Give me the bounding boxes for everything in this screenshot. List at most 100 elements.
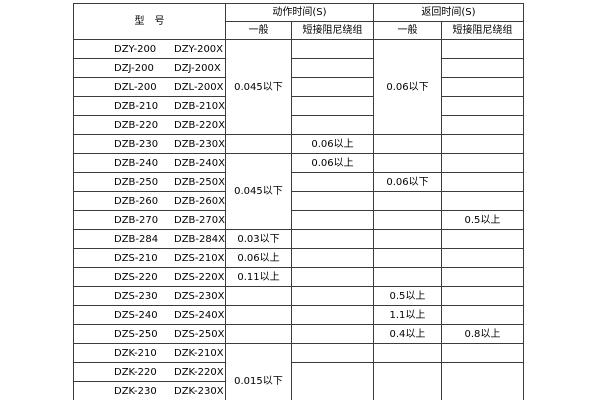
return-general-cell: 0.06以下	[372, 172, 442, 192]
return-damping-cell	[440, 153, 524, 173]
action-general-cell	[224, 134, 292, 154]
model-cell: DZS-230 DZS-230X	[73, 286, 226, 306]
model-cell: DZL-200 DZL-200X	[73, 77, 226, 97]
model-cell: DZJ-200 DZJ-200X	[73, 58, 226, 78]
action-damping-cell	[290, 39, 374, 59]
action-damping-cell	[290, 267, 374, 287]
table-row: DZB-220 DZB-220X	[73, 115, 524, 135]
return-general-cell	[372, 248, 442, 268]
table-row: DZS-240 DZS-240X 1.1以上	[73, 305, 524, 325]
action-damping-cell	[290, 77, 374, 97]
action-damping-cell: 0.06以上	[290, 134, 374, 154]
col-header-return-damping: 短接阻尼绕组	[440, 21, 524, 40]
return-general-cell	[372, 153, 442, 173]
model-name: DZB-230	[114, 138, 159, 150]
return-damping-cell	[440, 96, 524, 116]
model-name-x: DZB-260X	[174, 195, 225, 207]
return-general-cell: 1.1以上	[372, 305, 442, 325]
action-damping-cell	[290, 229, 374, 249]
model-name: DZL-200	[114, 81, 157, 93]
return-damping-cell: 0.8以上	[440, 324, 524, 344]
action-damping-cell: 0.06以上	[290, 153, 374, 173]
table-row: DZB-260 DZB-260X	[73, 191, 524, 211]
model-name: DZS-240	[114, 309, 158, 321]
model-name: DZB-250	[114, 176, 159, 188]
model-name: DZB-260	[114, 195, 159, 207]
model-name-x: DZY-200X	[174, 43, 224, 55]
model-cell: DZB-220 DZB-220X	[73, 115, 226, 135]
model-cell: DZS-240 DZS-240X	[73, 305, 226, 325]
action-damping-cell	[290, 172, 374, 192]
return-damping-cell	[440, 134, 524, 154]
model-name: DZB-210	[114, 100, 159, 112]
action-damping-cell	[290, 286, 374, 306]
model-name: DZJ-200	[114, 62, 154, 74]
col-header-model: 型 号	[73, 3, 226, 40]
return-damping-cell	[440, 286, 524, 306]
col-header-action-general: 一般	[224, 21, 292, 40]
table-row: DZS-220 DZS-220X 0.11以上	[73, 267, 524, 287]
table-row: DZB-270 DZB-270X 0.5以上	[73, 210, 524, 230]
col-header-action-damping: 短接阻尼绕组	[290, 21, 374, 40]
col-header-action-time: 动作时间(S)	[224, 3, 374, 22]
table-row: DZB-210 DZB-210X	[73, 96, 524, 116]
action-damping-cell	[290, 58, 374, 78]
table-row: DZS-230 DZS-230X 0.5以上	[73, 286, 524, 306]
return-general-cell	[372, 343, 442, 363]
return-damping-cell	[440, 229, 524, 249]
model-name-x: DZK-230X	[174, 385, 224, 397]
model-name: DZS-210	[114, 252, 158, 264]
model-name-x: DZS-220X	[174, 271, 225, 283]
return-general-cell	[372, 134, 442, 154]
return-general-cell	[372, 229, 442, 249]
table-row: DZB-250 DZB-250X 0.06以下	[73, 172, 524, 192]
table-row: DZS-250 DZS-250X 0.4以上 0.8以上	[73, 324, 524, 344]
model-name-x: DZB-220X	[174, 119, 225, 131]
table-row: DZB-240 DZB-240X 0.045以下 0.06以上	[73, 153, 524, 230]
model-name: DZB-284	[114, 233, 159, 245]
return-general-cell	[372, 267, 442, 287]
col-header-return-time: 返回时间(S)	[372, 3, 524, 22]
return-damping-cell	[440, 115, 524, 135]
model-cell: DZB-270 DZB-270X	[73, 210, 226, 230]
model-cell: DZY-200 DZY-200X	[73, 39, 226, 59]
model-name: DZB-270	[114, 214, 159, 226]
model-name-x: DZS-240X	[174, 309, 225, 321]
model-name-x: DZS-210X	[174, 252, 225, 264]
model-cell: DZK-210 DZK-210X	[73, 343, 226, 363]
model-name: DZK-230	[114, 385, 157, 397]
model-name-x: DZS-250X	[174, 328, 225, 340]
model-name-x: DZK-210X	[174, 347, 224, 359]
model-cell: DZB-230 DZB-230X	[73, 134, 226, 154]
return-damping-cell	[440, 172, 524, 192]
model-name-x: DZB-250X	[174, 176, 225, 188]
return-damping-cell	[440, 362, 524, 400]
return-general-cell: 0.06以下	[372, 39, 442, 135]
model-name: DZS-250	[114, 328, 158, 340]
return-general-cell	[372, 210, 442, 230]
model-cell: DZB-250 DZB-250X	[73, 172, 226, 192]
model-name: DZK-220	[114, 366, 157, 378]
model-cell: DZS-220 DZS-220X	[73, 267, 226, 287]
model-name-x: DZL-200X	[174, 81, 224, 93]
return-damping-cell	[440, 77, 524, 97]
action-damping-cell	[290, 248, 374, 268]
model-cell: DZB-210 DZB-210X	[73, 96, 226, 116]
return-damping-cell	[440, 267, 524, 287]
model-name-x: DZB-240X	[174, 157, 225, 169]
model-name: DZS-220	[114, 271, 158, 283]
action-damping-cell	[290, 362, 374, 400]
return-damping-cell	[440, 343, 524, 363]
model-name-x: DZS-230X	[174, 290, 225, 302]
return-general-cell	[372, 362, 442, 400]
model-name: DZY-200	[114, 43, 157, 55]
return-damping-cell: 0.5以上	[440, 210, 524, 230]
action-damping-cell	[290, 210, 374, 230]
model-name: DZK-210	[114, 347, 157, 359]
model-cell: DZK-220 DZK-220X	[73, 362, 226, 382]
action-general-cell: 0.06以上	[224, 248, 292, 268]
action-damping-cell	[290, 324, 374, 344]
action-damping-cell	[290, 305, 374, 325]
model-cell: DZB-260 DZB-260X	[73, 191, 226, 211]
